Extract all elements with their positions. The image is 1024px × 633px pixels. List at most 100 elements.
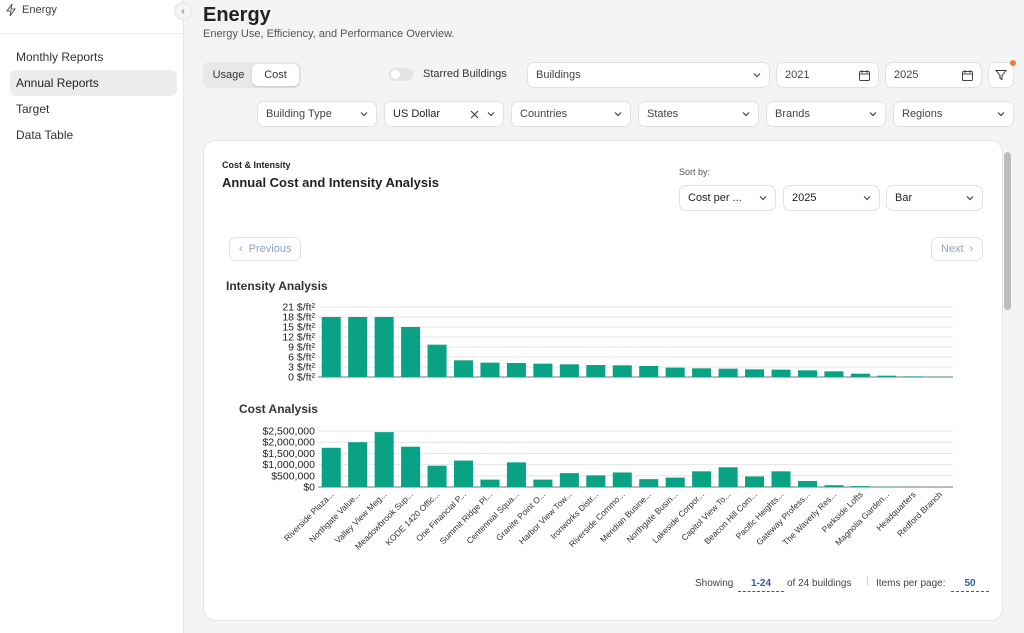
- intensity-bar: [718, 368, 738, 377]
- chevron-down-icon: [966, 196, 974, 201]
- intensity-bar: [639, 366, 659, 377]
- next-button[interactable]: Next ›: [931, 237, 984, 261]
- items-per-page-select[interactable]: 50: [951, 578, 989, 592]
- cost-y-tick-label: $1,000,000: [262, 459, 315, 471]
- chevron-down-icon: [753, 73, 761, 78]
- previous-button[interactable]: ‹ Previous: [229, 237, 302, 261]
- chevron-down-icon: [759, 196, 767, 201]
- lightning-icon: [6, 4, 16, 16]
- filter-button[interactable]: [988, 62, 1014, 88]
- sort-field-value: Cost per ...: [688, 192, 742, 204]
- intensity-bar: [427, 344, 447, 377]
- intensity-bar: [453, 360, 474, 377]
- buildings-select[interactable]: Buildings: [527, 62, 770, 88]
- currency-select[interactable]: US Dollar: [384, 101, 504, 127]
- chevron-right-icon: ›: [969, 243, 974, 255]
- app-brand[interactable]: Energy: [6, 4, 57, 16]
- intensity-bar: [321, 317, 341, 377]
- cost-y-tick-label: $2,000,000: [262, 437, 315, 449]
- cost-bar: [850, 486, 870, 487]
- chevron-down-icon: [487, 112, 495, 117]
- tab-cost[interactable]: Cost: [252, 64, 299, 86]
- intensity-bar: [692, 368, 712, 377]
- sort-year-select[interactable]: 2025: [783, 185, 880, 211]
- intensity-y-tick-label: 0 $/ft²: [288, 372, 315, 384]
- cost-y-tick-label: $1,500,000: [262, 448, 315, 460]
- total-count-label: of 24 buildings: [787, 578, 852, 589]
- page-subtitle: Energy Use, Efficiency, and Performance …: [203, 28, 455, 40]
- intensity-bar: [930, 376, 950, 378]
- intensity-y-tick-label: 12 $/ft²: [282, 332, 315, 344]
- intensity-y-tick-label: 3 $/ft²: [288, 362, 315, 374]
- intensity-bar: [506, 363, 526, 377]
- cost-bar: [401, 446, 421, 487]
- sidebar-item-monthly-reports[interactable]: Monthly Reports: [16, 50, 104, 64]
- cost-y-tick-label: $500,000: [271, 470, 315, 482]
- cost-bar: [692, 471, 712, 487]
- cost-bar: [903, 486, 923, 488]
- starred-buildings-toggle[interactable]: [389, 68, 413, 81]
- cost-bar: [797, 480, 818, 487]
- cost-bar: [506, 462, 526, 487]
- app-name: Energy: [22, 4, 57, 16]
- intensity-y-tick-label: 6 $/ft²: [288, 352, 315, 364]
- end-year-value: 2025: [894, 69, 919, 81]
- end-year-field[interactable]: 2025: [885, 62, 982, 88]
- showing-label: Showing: [695, 578, 734, 589]
- countries-value: Countries: [520, 108, 568, 120]
- filter-icon: [995, 70, 1007, 81]
- regions-select[interactable]: Regions: [893, 101, 1014, 127]
- brands-value: Brands: [775, 108, 810, 120]
- start-year-field[interactable]: 2021: [776, 62, 879, 88]
- card-kicker: Cost & Intensity: [222, 160, 291, 170]
- buildings-select-value: Buildings: [536, 69, 581, 81]
- chevron-down-icon: [869, 112, 877, 117]
- card-title: Annual Cost and Intensity Analysis: [222, 175, 439, 190]
- chart-type-select[interactable]: Bar: [886, 185, 983, 211]
- sort-by-label: Sort by:: [679, 167, 711, 177]
- clear-icon[interactable]: [470, 110, 479, 119]
- previous-label: Previous: [248, 243, 292, 255]
- page-range[interactable]: 1-24: [738, 578, 784, 592]
- intensity-y-tick-label: 18 $/ft²: [282, 312, 315, 324]
- sidebar-item-data-table[interactable]: Data Table: [16, 128, 74, 142]
- brands-select[interactable]: Brands: [766, 101, 886, 127]
- scrollbar-thumb[interactable]: [1004, 152, 1011, 310]
- cost-bar: [771, 471, 791, 487]
- sidebar-item-annual-reports[interactable]: Annual Reports: [10, 70, 177, 96]
- intensity-bar: [586, 365, 606, 377]
- cost-bar: [612, 472, 632, 487]
- intensity-bar: [348, 317, 368, 377]
- intensity-bar: [877, 375, 897, 377]
- cost-bar: [559, 473, 579, 487]
- countries-select[interactable]: Countries: [511, 101, 631, 127]
- starred-buildings-label: Starred Buildings: [423, 68, 507, 80]
- intensity-y-tick-label: 9 $/ft²: [288, 342, 315, 354]
- cost-bar: [480, 479, 500, 487]
- states-value: States: [647, 108, 679, 120]
- intensity-bar: [797, 370, 818, 377]
- intensity-bar: [745, 369, 765, 377]
- chevron-down-icon: [360, 112, 368, 117]
- currency-value: US Dollar: [393, 108, 441, 120]
- items-per-page-label: Items per page:: [876, 578, 946, 589]
- chevron-down-icon: [863, 196, 871, 201]
- collapse-sidebar-button[interactable]: ‹: [174, 2, 192, 20]
- cost-bar: [745, 476, 765, 487]
- building-type-select[interactable]: Building Type: [257, 101, 377, 127]
- chevron-left-icon: ‹: [181, 5, 185, 17]
- intensity-bar: [533, 363, 553, 377]
- cost-bar: [348, 442, 368, 487]
- intensity-bar: [850, 373, 870, 377]
- cost-y-tick-label: $0: [303, 482, 315, 494]
- intensity-chart-title: Intensity Analysis: [226, 279, 328, 293]
- sort-field-select[interactable]: Cost per ...: [679, 185, 776, 211]
- chevron-down-icon: [997, 112, 1005, 117]
- cost-bar: [533, 479, 553, 487]
- states-select[interactable]: States: [638, 101, 759, 127]
- tab-usage[interactable]: Usage: [212, 69, 245, 81]
- next-label: Next: [941, 243, 964, 255]
- mode-toggle: Usage Cost: [203, 62, 301, 88]
- sidebar-item-target[interactable]: Target: [16, 102, 50, 116]
